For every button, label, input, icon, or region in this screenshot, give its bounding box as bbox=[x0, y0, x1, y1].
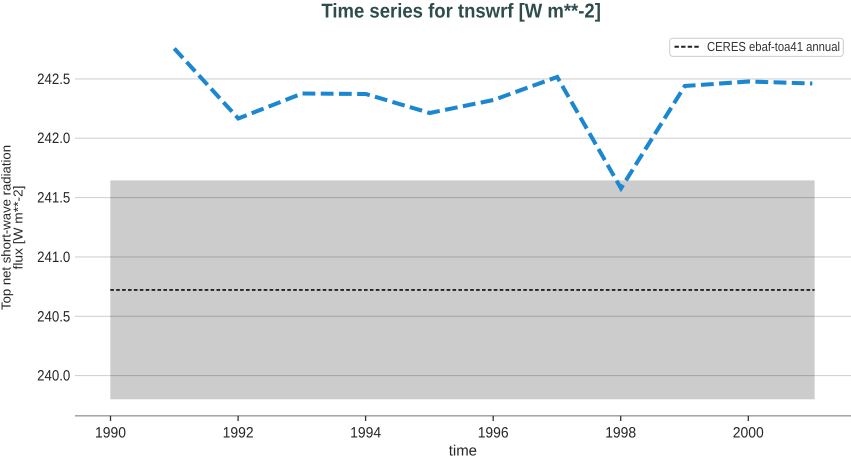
svg-text:1990: 1990 bbox=[95, 425, 126, 442]
svg-text:flux [W m**-2]: flux [W m**-2] bbox=[11, 186, 26, 270]
svg-text:242.0: 242.0 bbox=[37, 130, 70, 147]
svg-text:1994: 1994 bbox=[350, 425, 381, 442]
svg-text:241.0: 241.0 bbox=[37, 249, 70, 266]
svg-text:241.5: 241.5 bbox=[37, 190, 70, 207]
svg-text:1992: 1992 bbox=[223, 425, 254, 442]
svg-text:2000: 2000 bbox=[733, 425, 764, 442]
svg-text:Top net short-wave radiation: Top net short-wave radiation bbox=[0, 145, 14, 310]
svg-text:time: time bbox=[449, 443, 477, 457]
svg-text:240.5: 240.5 bbox=[37, 308, 70, 325]
svg-text:240.0: 240.0 bbox=[37, 368, 70, 385]
svg-text:CERES ebaf-toa41 annual: CERES ebaf-toa41 annual bbox=[707, 39, 840, 54]
svg-text:242.5: 242.5 bbox=[37, 71, 70, 88]
svg-text:1996: 1996 bbox=[478, 425, 509, 442]
svg-text:1998: 1998 bbox=[605, 425, 636, 442]
svg-text:Time series for tnswrf [W m**-: Time series for tnswrf [W m**-2] bbox=[321, 1, 601, 23]
